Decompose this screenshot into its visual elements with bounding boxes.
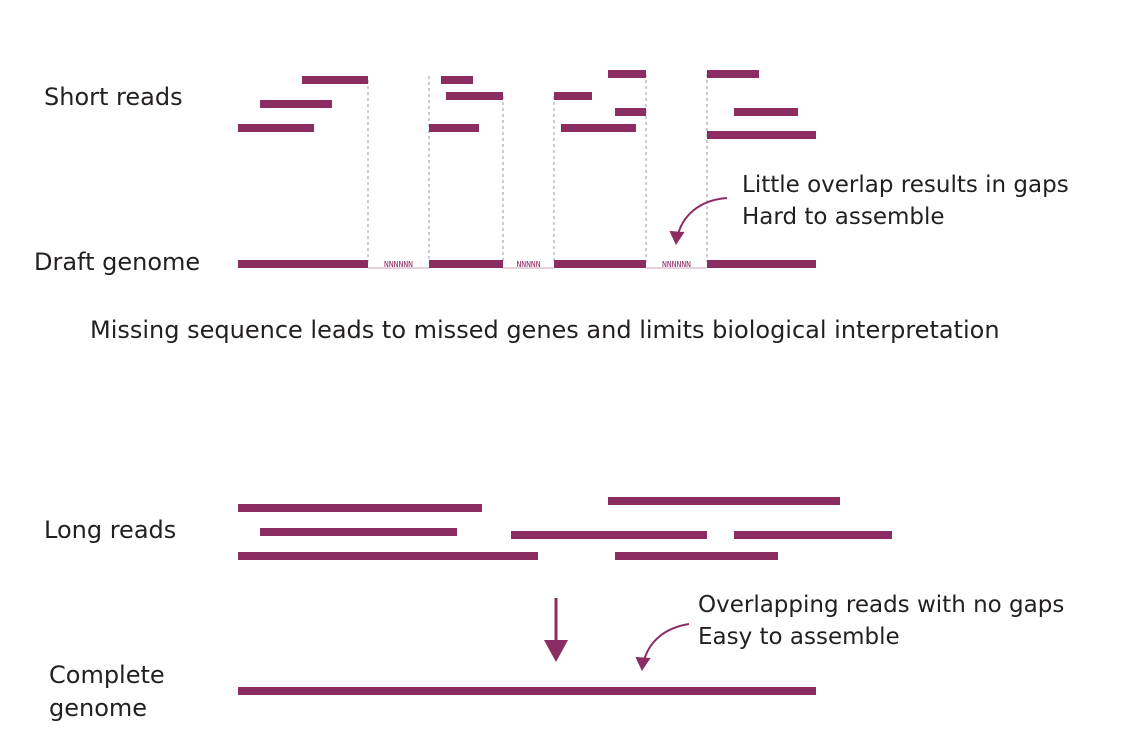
short-annotation-line1: Little overlap results in gaps xyxy=(742,172,1069,198)
long-read xyxy=(511,531,707,539)
short-read xyxy=(615,108,646,116)
long-read xyxy=(238,504,482,512)
complete-genome-bar xyxy=(238,687,816,695)
short-read xyxy=(554,92,592,100)
draft-genome-segment xyxy=(238,260,368,268)
draft-genome-segment xyxy=(554,260,646,268)
complete-genome-label-line2: genome xyxy=(49,694,148,722)
short-read xyxy=(238,124,314,132)
gap-markers: NNNNNN NNNNN NNNNNN xyxy=(368,260,707,269)
draft-genome-label: Draft genome xyxy=(34,248,201,276)
long-reads xyxy=(238,497,892,560)
long-annotation-line2: Easy to assemble xyxy=(698,624,900,650)
long-annotation-line1: Overlapping reads with no gaps xyxy=(698,592,1065,618)
short-read xyxy=(707,70,759,78)
long-reads-label: Long reads xyxy=(44,516,177,544)
short-read xyxy=(561,124,636,132)
short-read xyxy=(707,131,816,139)
complete-genome-label-line1: Complete xyxy=(49,661,165,689)
long-read xyxy=(608,497,840,505)
short-annotation-line2: Hard to assemble xyxy=(742,204,945,230)
short-read xyxy=(608,70,646,78)
curved-arrow-icon xyxy=(669,197,728,246)
short-read xyxy=(302,76,368,84)
gap-marker: NNNNN xyxy=(516,260,540,269)
long-read xyxy=(734,531,892,539)
short-read xyxy=(734,108,798,116)
guide-lines xyxy=(367,74,708,262)
down-arrow-icon xyxy=(544,598,568,662)
missing-sequence-caption: Missing sequence leads to missed genes a… xyxy=(90,316,1000,344)
long-read xyxy=(260,528,457,536)
curved-arrow-icon xyxy=(635,623,690,672)
long-read xyxy=(238,552,538,560)
short-reads xyxy=(238,70,816,139)
short-read xyxy=(446,92,503,100)
gap-marker: NNNNNN xyxy=(384,260,413,269)
draft-genome xyxy=(238,260,816,268)
draft-genome-segment xyxy=(707,260,816,268)
short-reads-label: Short reads xyxy=(44,83,183,111)
short-read xyxy=(260,100,332,108)
gap-marker: NNNNNN xyxy=(662,260,691,269)
long-read xyxy=(615,552,778,560)
draft-genome-segment xyxy=(429,260,503,268)
short-read xyxy=(441,76,473,84)
short-read xyxy=(429,124,479,132)
